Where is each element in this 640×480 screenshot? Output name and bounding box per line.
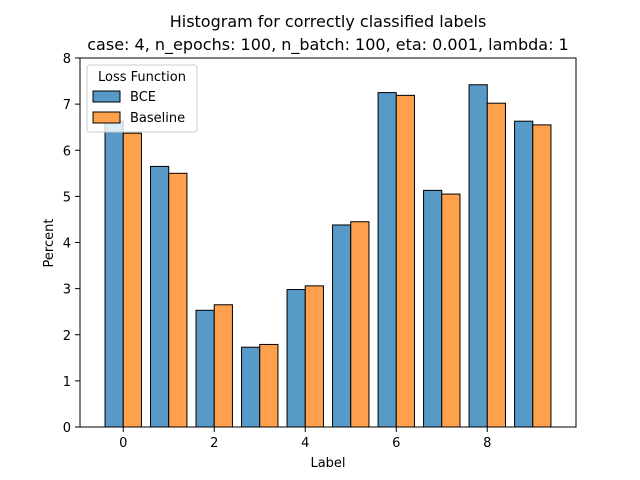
bar-baseline-label-3 (259, 343, 279, 428)
legend-swatch-bce (92, 90, 121, 103)
legend: Loss Function BCE Baseline (86, 64, 198, 133)
bar-baseline-label-4 (304, 285, 324, 428)
x-tick-label: 0 (119, 436, 127, 451)
bar-baseline-label-2 (213, 304, 233, 428)
bar-baseline-label-5 (350, 221, 370, 428)
x-tick-label: 6 (392, 436, 400, 451)
y-tick-label: 4 (63, 237, 71, 252)
legend-label-baseline: Baseline (130, 111, 185, 126)
bar-bce-label-6 (377, 92, 397, 428)
bar-baseline-label-6 (395, 94, 415, 428)
bar-baseline-label-1 (168, 172, 188, 428)
bar-bce-label-0 (104, 120, 124, 428)
y-tick-label: 8 (63, 52, 71, 67)
legend-label-bce: BCE (130, 90, 156, 105)
bar-baseline-label-9 (532, 124, 552, 428)
y-tick-label: 7 (63, 98, 71, 113)
y-axis-label: Percent (42, 219, 57, 268)
bar-bce-label-2 (195, 309, 215, 428)
bar-baseline-label-0 (122, 132, 142, 428)
legend-title: Loss Function (98, 70, 186, 85)
chart-title: Histogram for correctly classified label… (170, 12, 487, 31)
y-tick-label: 5 (63, 190, 71, 205)
y-tick-label: 2 (63, 329, 71, 344)
legend-swatch-baseline (92, 111, 121, 124)
bar-bce-label-1 (150, 165, 170, 428)
bar-bce-label-4 (286, 289, 306, 428)
x-tick-label: 4 (301, 436, 309, 451)
bar-baseline-label-8 (486, 102, 506, 428)
bar-bce-label-9 (514, 120, 534, 428)
x-tick-label: 2 (210, 436, 218, 451)
y-tick-label: 1 (63, 375, 71, 390)
bar-bce-label-7 (423, 189, 443, 428)
bar-bce-label-5 (332, 224, 352, 428)
y-tick-label: 6 (63, 144, 71, 159)
chart-subtitle: case: 4, n_epochs: 100, n_batch: 100, et… (87, 35, 568, 55)
plot-area: 0 2 4 6 8 0 1 2 3 4 5 6 7 8 (63, 52, 577, 451)
y-tick-label: 0 (63, 421, 71, 436)
bar-bce-label-8 (468, 84, 488, 428)
bar-baseline-label-7 (441, 193, 461, 428)
x-axis-label: Label (310, 456, 345, 471)
x-tick-label: 8 (483, 436, 491, 451)
bar-bce-label-3 (241, 346, 261, 428)
y-tick-label: 3 (63, 283, 71, 298)
